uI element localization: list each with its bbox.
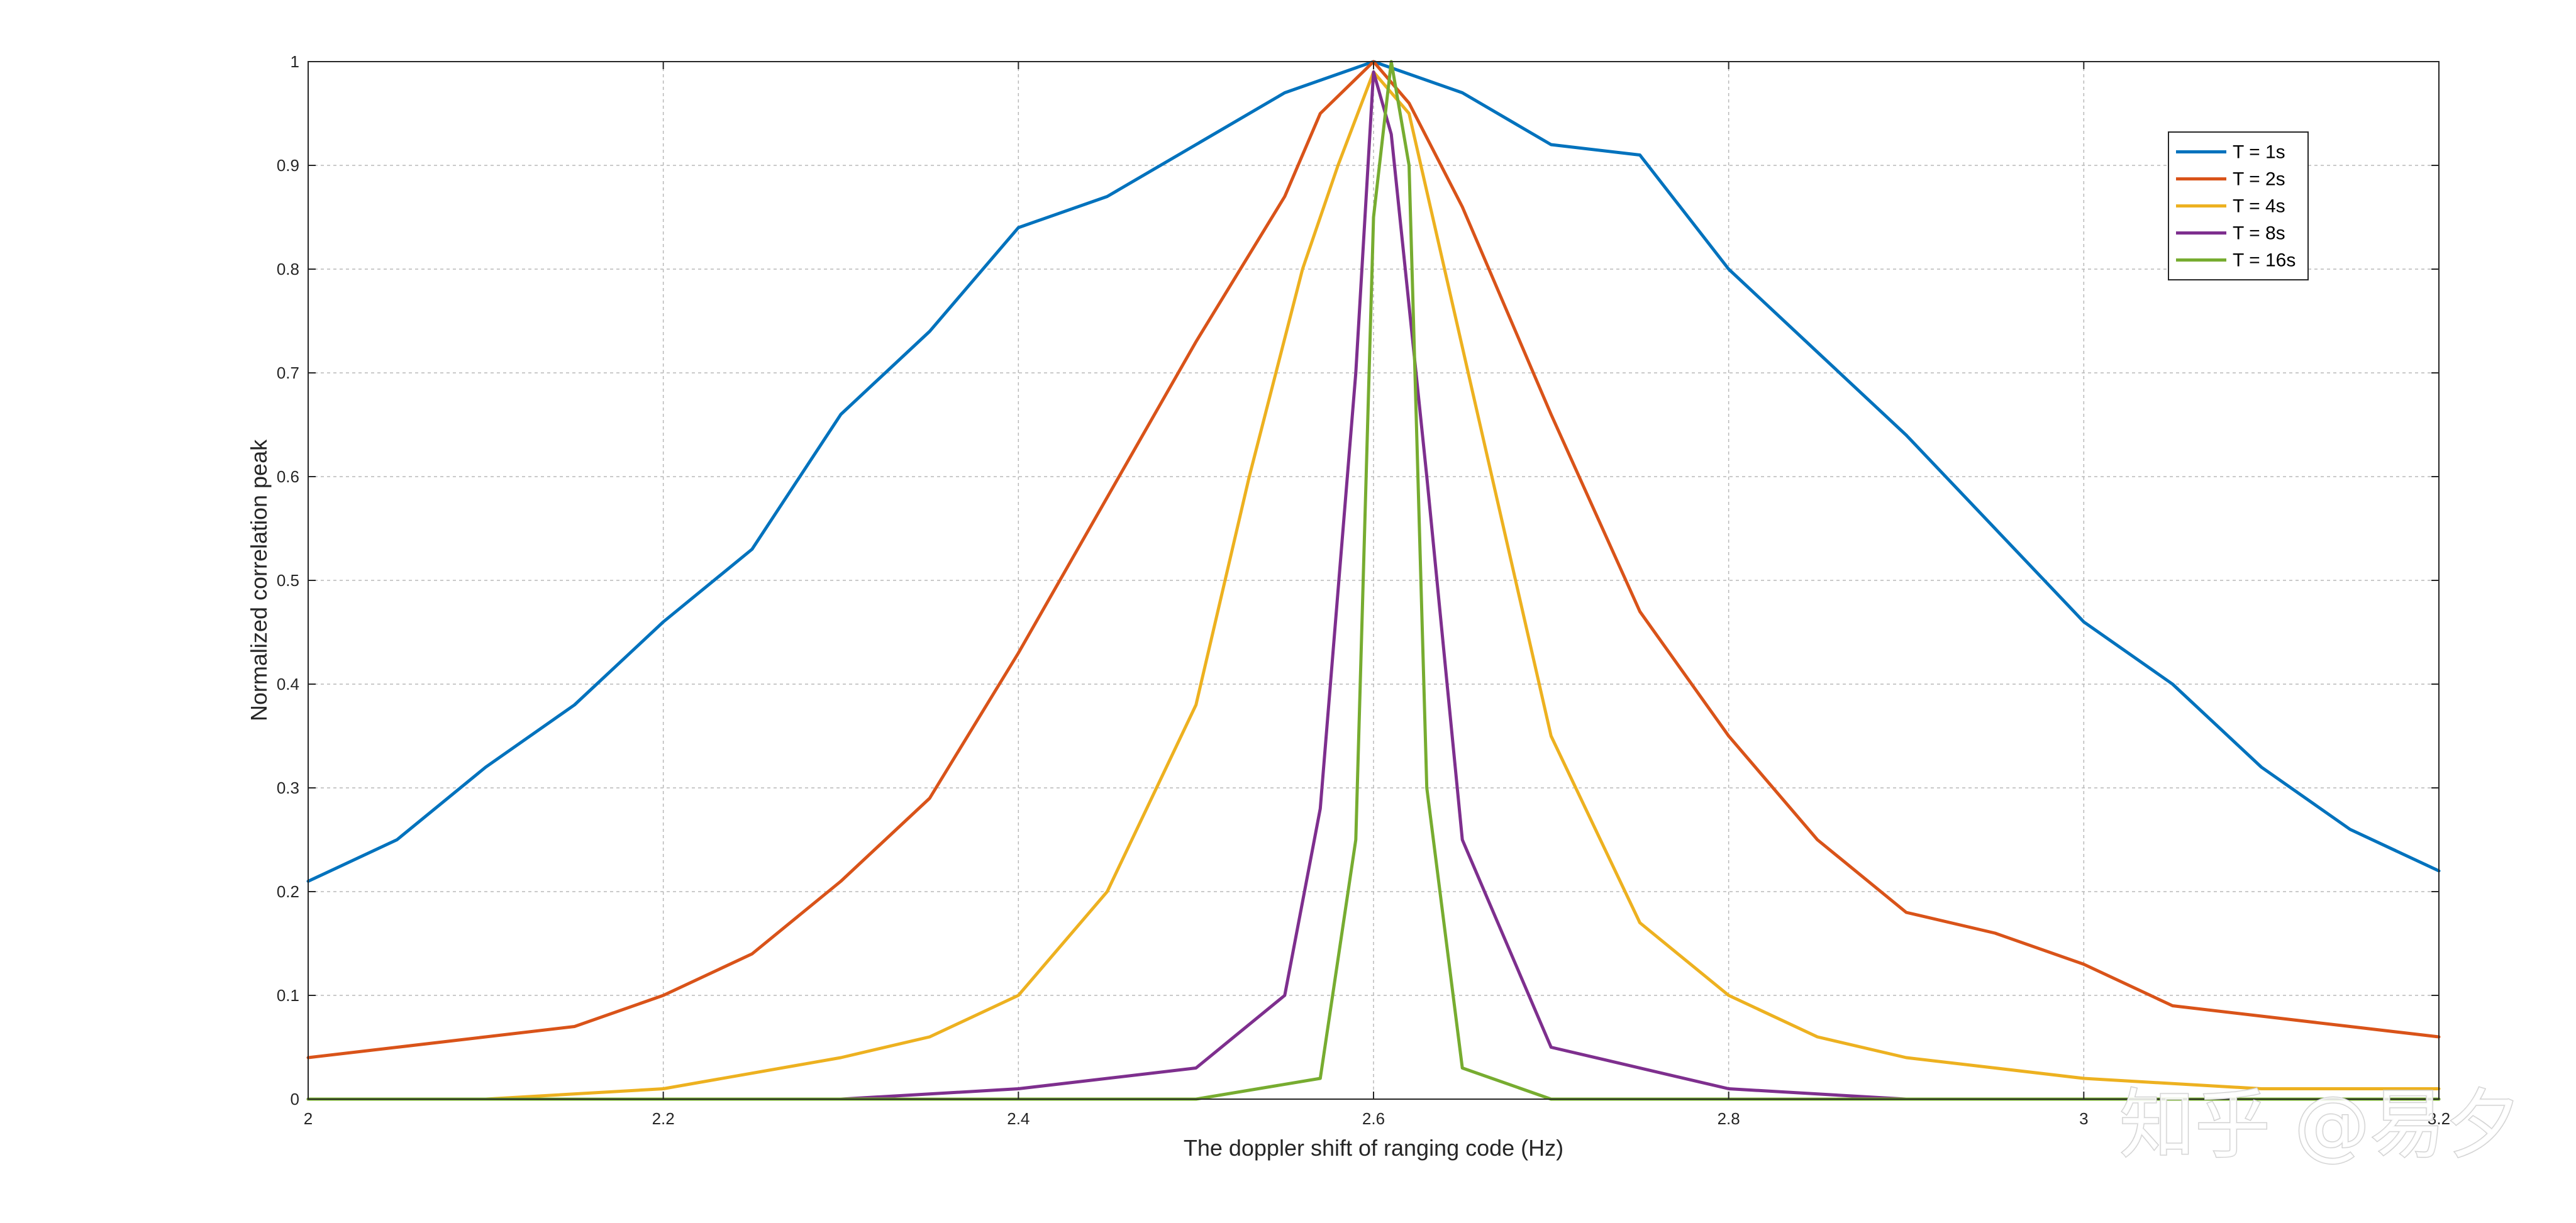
legend: T = 1s T = 2s T = 4s T = 8s T = 16s [2168, 131, 2309, 280]
x-tick-label: 2.6 [1362, 1109, 1385, 1128]
series-line-3 [306, 70, 2441, 1101]
x-tick-label: 2.4 [1007, 1109, 1030, 1128]
y-tick-label: 1 [291, 52, 299, 71]
legend-label-3: T = 4s [2233, 196, 2285, 217]
series-line-4 [306, 70, 2441, 1101]
x-tick-label: 3 [2079, 1109, 2088, 1128]
legend-label-5: T = 16s [2233, 250, 2296, 271]
legend-label-4: T = 8s [2233, 223, 2285, 244]
y-axis-label: Normalized correlation peak [246, 439, 272, 721]
y-tick-label: 0.2 [277, 882, 299, 901]
y-tick-label: 0.7 [277, 363, 299, 382]
x-axis-label: The doppler shift of ranging code (Hz) [1184, 1135, 1563, 1161]
y-tick-label: 0.1 [277, 986, 299, 1005]
legend-label-2: T = 2s [2233, 169, 2285, 190]
legend-label-1: T = 1s [2233, 142, 2285, 163]
x-tick-label: 2 [304, 1109, 313, 1128]
x-tick-label: 2.8 [1718, 1109, 1740, 1128]
x-tick-label: 2.2 [652, 1109, 675, 1128]
y-tick-label: 0.6 [277, 467, 299, 486]
y-tick-label: 0.3 [277, 778, 299, 797]
watermark: 知乎 @易夕 [2119, 1082, 2521, 1169]
y-tick-label: 0.4 [277, 675, 299, 694]
y-tick-label: 0.9 [277, 156, 299, 175]
y-tick-label: 0 [291, 1090, 299, 1109]
axis-ticks: 2 2.2 2.4 2.6 2.8 3 3.2 0 0.1 0.2 0.3 0.4 0.5 0.6 0.7 0… [277, 52, 2450, 1128]
x-tick-label: 3.2 [2428, 1109, 2450, 1128]
y-tick-label: 0.8 [277, 260, 299, 279]
y-tick-label: 0.5 [277, 571, 299, 590]
